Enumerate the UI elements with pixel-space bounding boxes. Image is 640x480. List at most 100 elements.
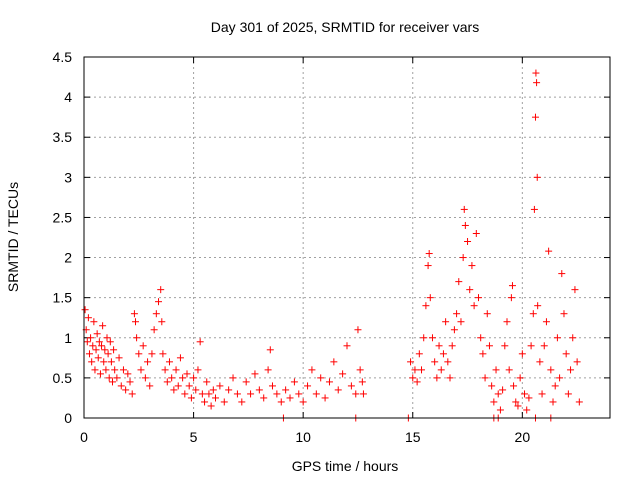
data-point (553, 334, 561, 342)
data-point (117, 382, 125, 390)
data-point (501, 342, 509, 350)
data-point (96, 370, 104, 378)
data-point (89, 342, 97, 350)
data-point (420, 334, 428, 342)
data-point (514, 402, 522, 410)
data-point (260, 394, 268, 402)
data-point (359, 390, 367, 398)
data-point (339, 370, 347, 378)
data-point (551, 382, 559, 390)
data-point (308, 366, 316, 374)
data-point (98, 342, 106, 350)
data-point (496, 406, 504, 414)
data-point (101, 346, 109, 354)
y-tick-label: 1.5 (53, 290, 73, 306)
data-point (207, 402, 215, 410)
data-point (575, 398, 583, 406)
data-point (461, 221, 469, 229)
data-point (347, 382, 355, 390)
data-point (464, 238, 472, 246)
data-point (170, 386, 178, 394)
data-point (196, 338, 204, 346)
data-point (560, 310, 568, 318)
data-point (542, 318, 550, 326)
data-point (490, 398, 498, 406)
data-point (523, 406, 531, 414)
data-point (488, 382, 496, 390)
data-point (93, 330, 101, 338)
data-point (198, 390, 206, 398)
data-point (540, 342, 548, 350)
data-point (518, 350, 526, 358)
data-point (220, 398, 228, 406)
data-point (354, 326, 362, 334)
data-point (264, 366, 272, 374)
data-point (85, 350, 93, 358)
x-tick-label: 15 (405, 429, 421, 445)
data-point (141, 374, 149, 382)
data-point (508, 282, 516, 290)
data-point (573, 358, 581, 366)
grid-lines (84, 57, 610, 418)
data-point (179, 374, 187, 382)
data-point (122, 386, 130, 394)
data-point (187, 394, 195, 402)
data-point (181, 390, 189, 398)
data-point (84, 314, 92, 322)
data-point (304, 382, 312, 390)
data-point (407, 358, 415, 366)
data-point (516, 374, 524, 382)
x-tick-label: 10 (295, 429, 311, 445)
x-tick-label: 0 (80, 429, 88, 445)
data-point (448, 342, 456, 350)
data-point (152, 310, 160, 318)
data-point (212, 394, 219, 402)
data-point (503, 318, 511, 326)
data-point (485, 342, 493, 350)
data-point (442, 318, 450, 326)
y-tick-label: 2 (64, 250, 72, 266)
data-point (547, 366, 555, 374)
data-point (194, 366, 202, 374)
data-point (334, 386, 342, 394)
data-point (282, 386, 290, 394)
data-point (529, 310, 537, 318)
data-point (172, 366, 180, 374)
data-point (460, 205, 468, 213)
data-point (569, 334, 577, 342)
data-point (91, 366, 99, 374)
data-point (225, 386, 233, 394)
data-point (104, 350, 112, 358)
y-tick-label: 2.5 (53, 209, 73, 225)
data-point (233, 390, 241, 398)
data-point (290, 378, 298, 386)
data-point (536, 358, 544, 366)
data-point (107, 358, 115, 366)
data-points (81, 69, 583, 422)
data-point (299, 398, 307, 406)
data-point (499, 386, 507, 394)
data-point (330, 358, 338, 366)
data-point (81, 306, 89, 314)
data-point (99, 322, 107, 330)
data-point (163, 378, 171, 386)
data-point (475, 294, 482, 302)
data-point (527, 342, 535, 350)
data-point (446, 374, 454, 382)
data-point (534, 302, 542, 310)
data-point (176, 354, 184, 362)
data-point (165, 358, 173, 366)
data-point (567, 366, 575, 374)
data-point (92, 346, 100, 354)
data-point (343, 342, 351, 350)
data-point (242, 378, 250, 386)
data-point (286, 394, 294, 402)
y-tick-label: 4.5 (53, 49, 73, 65)
data-point (103, 334, 111, 342)
data-point (139, 342, 147, 350)
y-tick-label: 0 (64, 410, 72, 426)
data-point (512, 398, 520, 406)
data-point (470, 302, 478, 310)
data-point (144, 358, 152, 366)
data-point (190, 374, 198, 382)
